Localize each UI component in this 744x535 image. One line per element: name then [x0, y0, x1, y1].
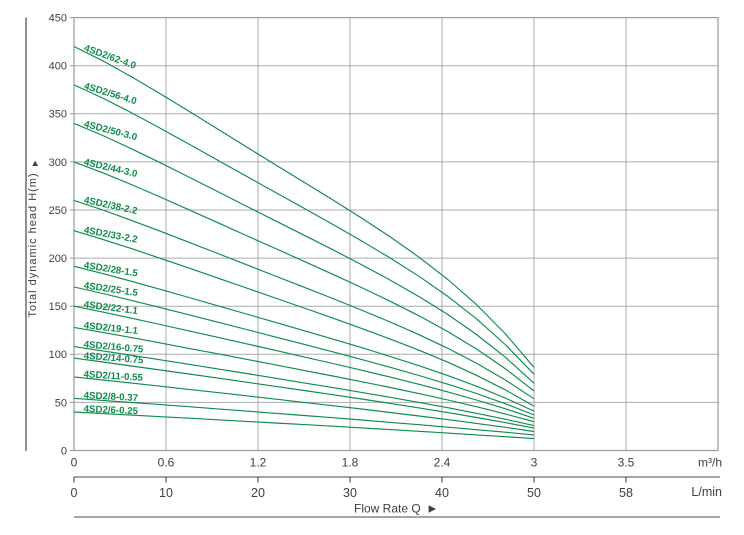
svg-text:10: 10: [159, 486, 173, 500]
svg-text:3: 3: [531, 456, 538, 470]
svg-text:30: 30: [343, 486, 357, 500]
svg-text:350: 350: [49, 109, 67, 121]
svg-text:0: 0: [61, 445, 67, 457]
svg-text:4SD2/11-0.55: 4SD2/11-0.55: [83, 369, 143, 384]
svg-text:300: 300: [49, 157, 67, 169]
svg-text:100: 100: [49, 349, 67, 361]
svg-text:4SD2/6-0.25: 4SD2/6-0.25: [83, 404, 138, 417]
svg-text:1.2: 1.2: [250, 456, 267, 470]
svg-text:2.4: 2.4: [434, 456, 451, 470]
svg-text:50: 50: [527, 486, 541, 500]
svg-text:m³/h: m³/h: [698, 456, 722, 470]
svg-text:4SD2/16-0.75: 4SD2/16-0.75: [83, 339, 144, 355]
svg-text:Total dynamic head H(m): Total dynamic head H(m): [27, 172, 39, 317]
svg-text:1.8: 1.8: [342, 456, 359, 470]
svg-text:4SD2/8-0.37: 4SD2/8-0.37: [83, 390, 138, 404]
svg-text:0: 0: [71, 456, 78, 470]
svg-text:58: 58: [619, 486, 633, 500]
svg-text:40: 40: [435, 486, 449, 500]
svg-text:0.6: 0.6: [158, 456, 175, 470]
svg-text:Flow Rate Q: Flow Rate Q: [354, 502, 421, 516]
svg-text:0: 0: [71, 486, 78, 500]
svg-text:450: 450: [49, 13, 67, 25]
svg-text:L/min: L/min: [691, 485, 722, 499]
svg-text:150: 150: [49, 301, 67, 313]
svg-text:3.5: 3.5: [618, 456, 635, 470]
svg-text:400: 400: [49, 61, 67, 73]
svg-text:250: 250: [49, 205, 67, 217]
svg-text:20: 20: [251, 486, 265, 500]
svg-text:4SD2/14-0.75: 4SD2/14-0.75: [83, 351, 144, 367]
svg-text:50: 50: [55, 397, 67, 409]
svg-text:200: 200: [49, 253, 67, 265]
